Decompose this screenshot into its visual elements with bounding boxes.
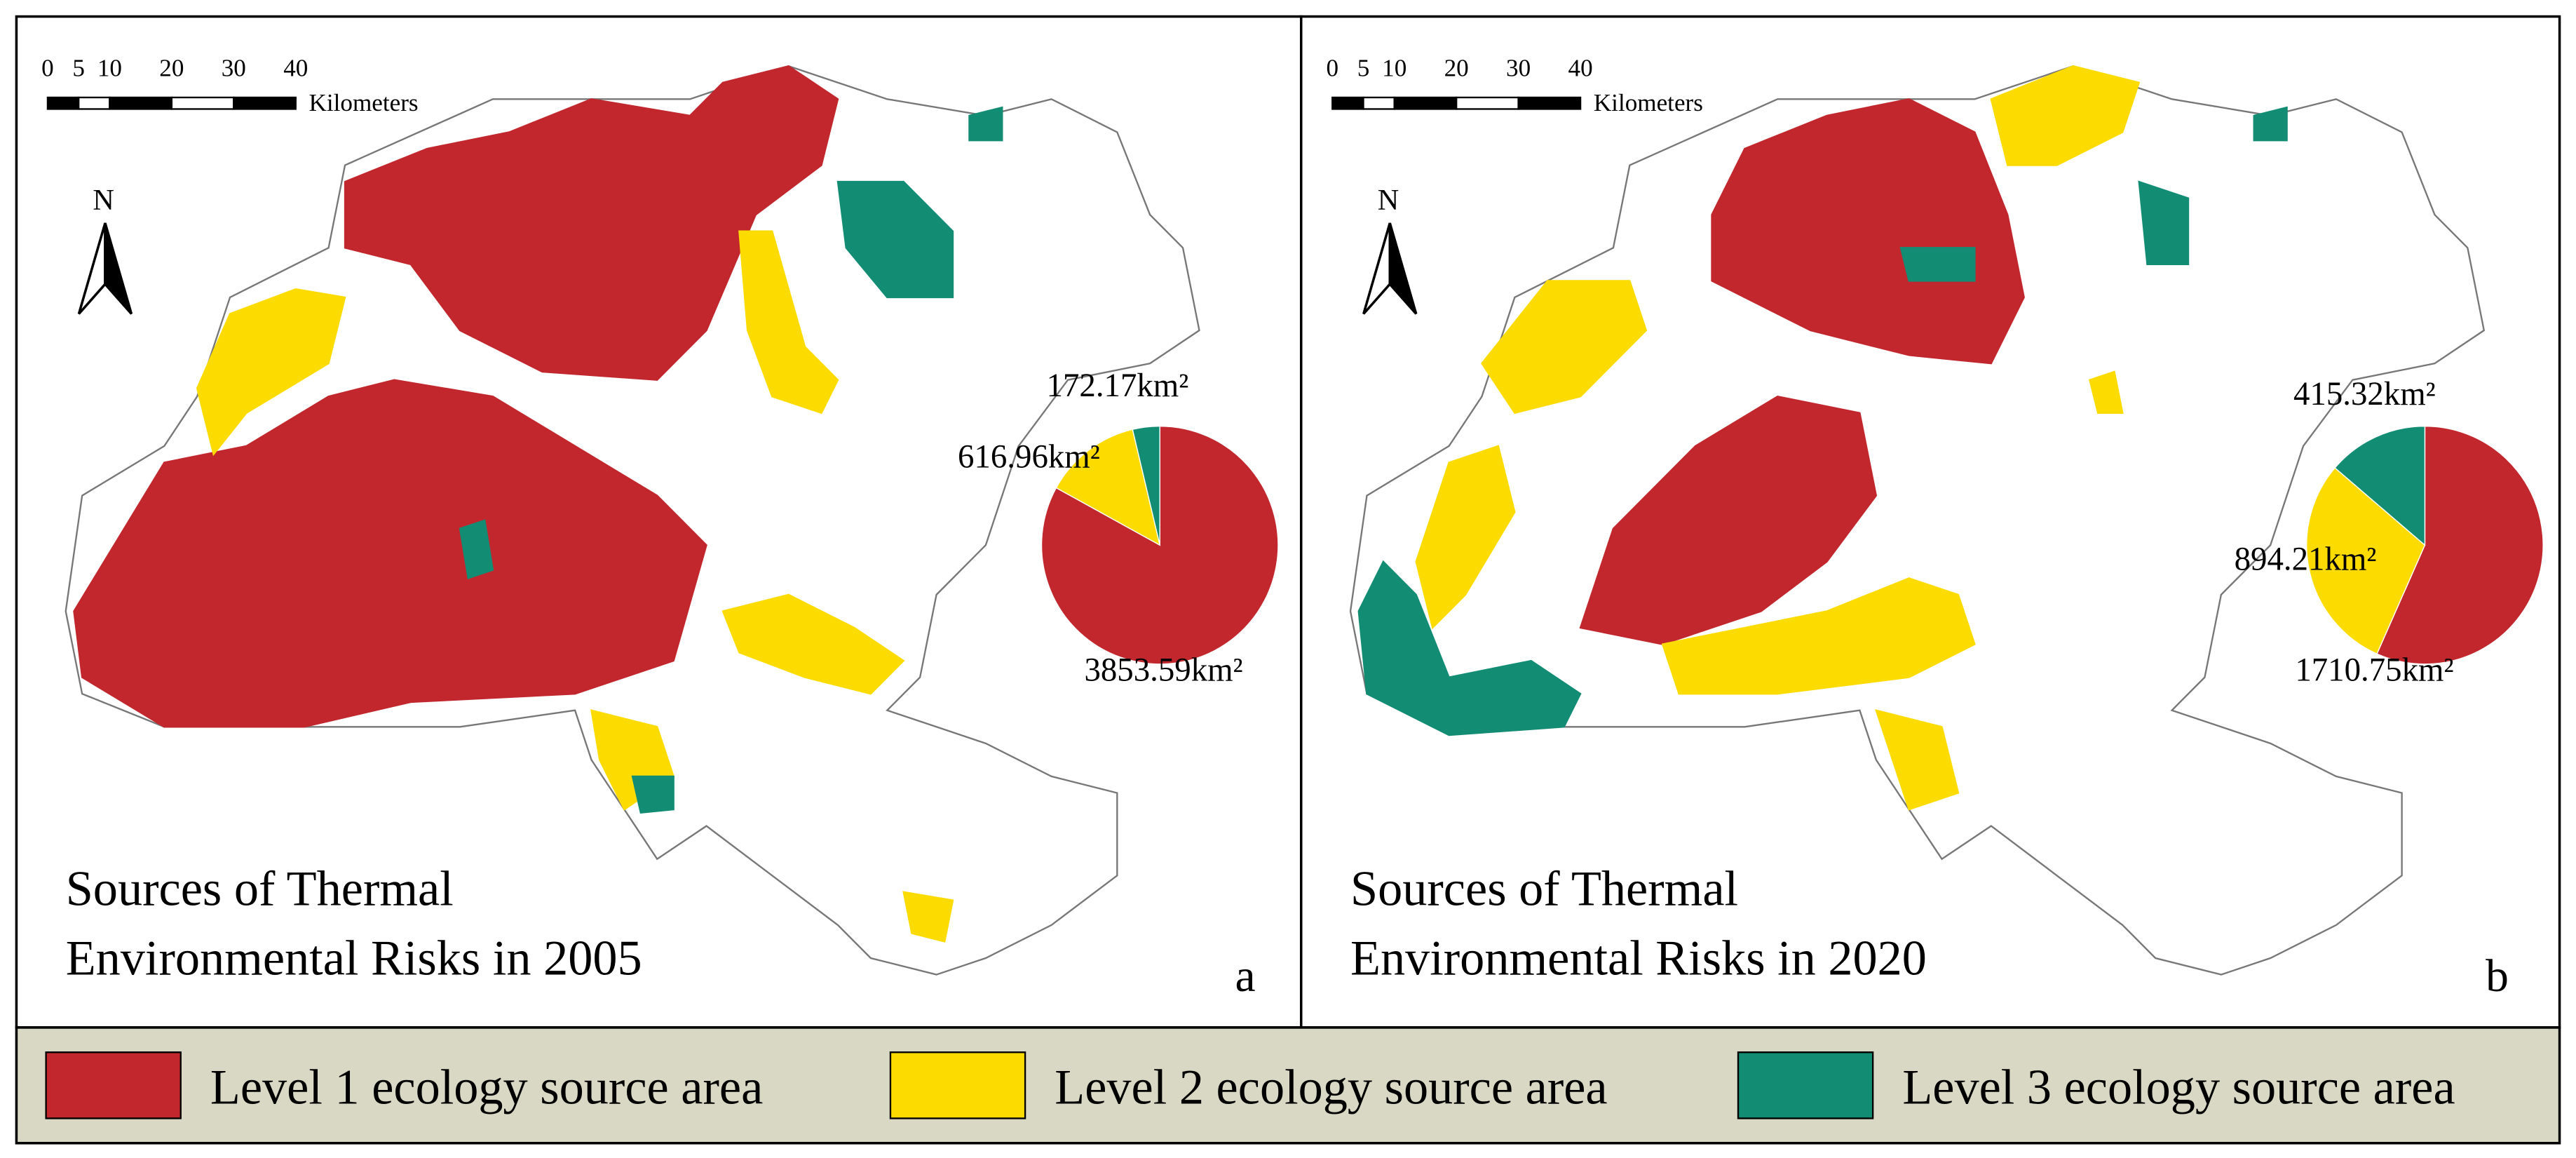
scale-unit: Kilometers (309, 89, 419, 116)
source-area (459, 519, 494, 579)
source-area (2253, 106, 2288, 142)
source-area (631, 775, 674, 814)
scale-tick-label: 0 (1326, 54, 1338, 81)
source-area (344, 65, 839, 381)
legend-swatch (45, 1051, 182, 1119)
source-area (1899, 247, 1976, 282)
scale-tick-label: 30 (1506, 54, 1531, 81)
panel-title: Sources of Thermal (66, 861, 454, 916)
panel-letter: a (1235, 950, 1256, 1002)
pie-value-label: 894.21km² (2235, 541, 2377, 577)
pie-slice (1040, 425, 1279, 665)
scale-tick-label: 40 (283, 54, 308, 81)
scale-segment (1455, 96, 1519, 110)
pie-value-label: 3853.59km² (1084, 652, 1242, 688)
scale-unit: Kilometers (1594, 89, 1703, 116)
source-area (836, 180, 954, 299)
pie-value-label: 415.32km² (2293, 376, 2436, 412)
source-area (1357, 560, 1582, 736)
panel-title: Environmental Risks in 2020 (1350, 931, 1927, 985)
scale-tick-label: 10 (97, 54, 122, 81)
legend-label: Level 2 ecology source area (1055, 1060, 1607, 1115)
legend-box (15, 1026, 2561, 1145)
north-arrow (1388, 222, 1418, 315)
scale-tick-label: 0 (41, 54, 54, 81)
source-area (1875, 709, 1960, 811)
panel-title: Sources of Thermal (1350, 861, 1738, 916)
pie-value-label: 1710.75km² (2295, 652, 2453, 688)
source-area (738, 230, 839, 415)
north-arrow (104, 222, 133, 315)
source-area (721, 593, 905, 695)
legend-swatch (889, 1051, 1026, 1119)
source-area (902, 891, 954, 943)
legend-label: Level 3 ecology source area (1902, 1060, 2455, 1115)
panel-title: Environmental Risks in 2005 (66, 931, 642, 985)
scale-segment (1331, 96, 1364, 110)
scale-tick-label: 10 (1382, 54, 1406, 81)
source-area (2089, 370, 2124, 414)
scale-tick-label: 30 (222, 54, 246, 81)
scale-tick-label: 5 (1357, 54, 1370, 81)
north-label: N (93, 184, 114, 217)
pie-slice (2376, 425, 2544, 665)
source-area (1661, 577, 1976, 695)
scale-tick-label: 20 (159, 54, 184, 81)
legend-swatch (1737, 1051, 1874, 1119)
source-area (1415, 445, 1516, 630)
pie-slice (1132, 425, 1160, 546)
pie-slice (1055, 429, 1161, 546)
pie-value-label: 172.17km² (1047, 368, 1189, 404)
scale-segment (1393, 96, 1458, 110)
scale-segment (1362, 96, 1395, 110)
source-area (73, 379, 707, 728)
source-area (1579, 396, 1878, 645)
pie-slice (2334, 425, 2426, 546)
north-label: N (1378, 184, 1399, 217)
scale-segment (109, 96, 173, 110)
scale-tick-label: 5 (72, 54, 85, 81)
panel-letter: b (2486, 950, 2509, 1002)
scale-tick-label: 20 (1444, 54, 1469, 81)
source-area (1990, 65, 2141, 166)
source-area (196, 288, 346, 457)
pie-slice (2306, 467, 2426, 655)
source-area (968, 106, 1003, 142)
scale-tick-label: 40 (1568, 54, 1593, 81)
legend-label: Level 1 ecology source area (210, 1060, 763, 1115)
source-area (1481, 280, 1648, 415)
source-area (1711, 98, 2025, 365)
scale-segment (46, 96, 80, 110)
pie-value-label: 616.96km² (958, 438, 1100, 475)
scale-segment (78, 96, 111, 110)
source-area (2138, 180, 2190, 266)
scale-segment (233, 96, 297, 110)
scale-segment (1517, 96, 1582, 110)
scale-segment (170, 96, 235, 110)
